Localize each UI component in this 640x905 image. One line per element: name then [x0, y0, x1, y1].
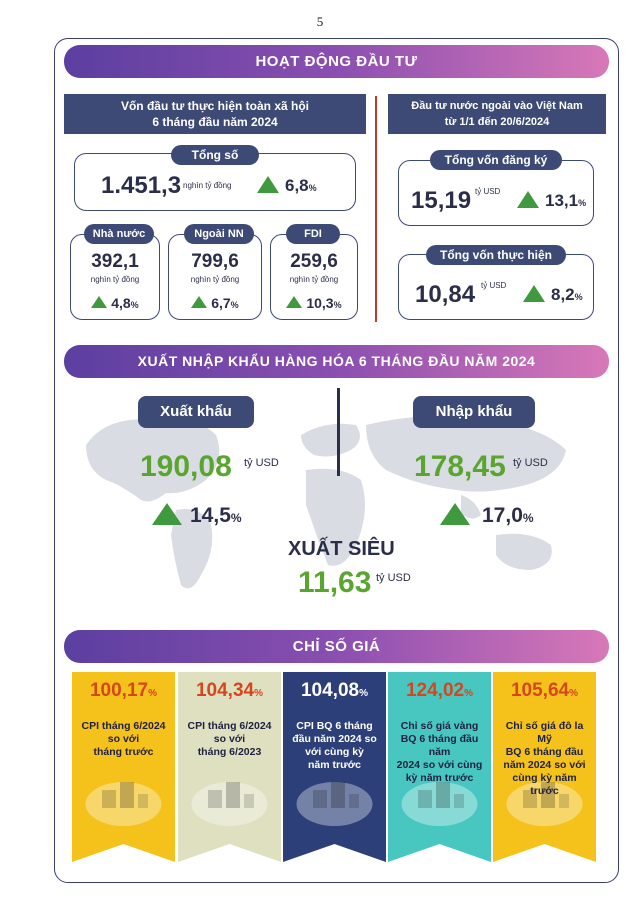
state-label: Nhà nước	[84, 224, 154, 244]
fdi-value: 259,6	[290, 251, 338, 272]
registered-up-icon	[517, 191, 539, 213]
price-card: 124,02% Chỉ số giá vàng BQ 6 tháng đầu nă…	[388, 672, 491, 862]
surplus-label: XUẤT SIÊU	[288, 538, 395, 560]
card-value: 105,64%	[510, 680, 579, 701]
export-value: 190,08	[140, 450, 232, 483]
total-unit: nghìn tỷ đồng	[183, 181, 232, 190]
total-pct: 6,8%	[285, 176, 317, 195]
implemented-unit: tỷ USD	[481, 281, 507, 290]
surplus-unit: tỷ USD	[376, 572, 411, 584]
state-value: 392,1	[91, 251, 139, 272]
section-divider	[375, 96, 377, 322]
surplus-value: 11,63	[298, 566, 372, 599]
card-background	[72, 672, 175, 862]
total-value: 1.451,3	[101, 172, 182, 199]
social-investment-heading: Vốn đầu tư thực hiện toàn xã hội 6 tháng…	[64, 94, 366, 134]
total-label: Tổng số	[171, 145, 259, 165]
import-label: Nhập khẩu	[413, 396, 535, 428]
price-card: 100,17% CPI tháng 6/2024 so với tháng trướ…	[72, 672, 175, 862]
world-map-graphic	[86, 416, 566, 589]
card-background	[283, 672, 386, 862]
card-value: 104,08%	[300, 680, 369, 701]
card-background	[388, 672, 491, 862]
implemented-value: 10,84	[415, 281, 476, 308]
non-state-box: 799,6 nghìn tỷ đồng 6,7%	[168, 234, 262, 320]
import-unit: tỷ USD	[513, 457, 548, 469]
import-value: 178,45	[414, 450, 506, 483]
card-background	[493, 672, 596, 862]
fdi-pct: 10,3%	[271, 295, 357, 311]
card-description: CPI tháng 6/2024 so với tháng 6/2023	[187, 720, 272, 758]
import-up-icon	[440, 503, 470, 530]
card-description: Chỉ số giá vàng BQ 6 tháng đầu năm 2024 so…	[396, 720, 483, 784]
card-description: CPI BQ 6 tháng đầu năm 2024 so với cùng kỳ…	[292, 720, 377, 771]
fdi-up-icon	[286, 296, 303, 308]
trade-banner: XUẤT NHẬP KHẨU HÀNG HÓA 6 THÁNG ĐẦU NĂM …	[64, 345, 609, 378]
implemented-pct: 8,2%	[551, 285, 583, 304]
export-pct: 14,5%	[190, 504, 242, 527]
social-heading-line1: Vốn đầu tư thực hiện toàn xã hội	[120, 99, 310, 113]
fdi-heading-line1: Đầu tư nước ngoài vào Việt Nam	[411, 100, 583, 112]
non-state-pct: 6,7%	[169, 295, 261, 311]
implemented-label: Tổng vốn thực hiện	[426, 245, 566, 265]
fdi-box: 259,6 nghìn tỷ đồng 10,3%	[270, 234, 358, 320]
registered-unit: tỷ USD	[475, 187, 501, 196]
registered-value: 15,19	[411, 187, 472, 214]
state-pct: 4,8%	[71, 295, 159, 311]
import-pct: 17,0%	[482, 504, 534, 527]
state-unit: nghìn tỷ đồng	[90, 275, 140, 284]
card-value: 104,34%	[195, 680, 264, 701]
card-description: CPI tháng 6/2024 so với tháng trước	[81, 720, 166, 758]
fdi-heading: Đầu tư nước ngoài vào Việt Nam từ 1/1 đế…	[388, 94, 606, 134]
social-heading-line2: 6 tháng đầu năm 2024	[152, 115, 278, 129]
card-description: Chỉ số giá đô la Mỹ BQ 6 tháng đầu năm 202…	[503, 720, 586, 797]
trade-divider	[337, 388, 340, 476]
registered-capital-box: 15,19 tỷ USD 13,1%	[398, 160, 594, 226]
non-state-unit: nghìn tỷ đồng	[190, 275, 240, 284]
fdi-label: FDI	[286, 224, 340, 244]
investment-banner: HOẠT ĐỘNG ĐẦU TƯ	[64, 45, 609, 78]
page-number: 5	[316, 14, 324, 29]
price-card: 104,34% CPI tháng 6/2024 so với tháng 6/20…	[178, 672, 281, 862]
content-frame	[54, 38, 619, 883]
non-state-up-icon	[191, 296, 208, 308]
state-box: 392,1 nghìn tỷ đồng 4,8%	[70, 234, 160, 320]
state-up-icon	[91, 296, 108, 308]
card-background	[178, 672, 281, 862]
registered-label: Tổng vốn đăng ký	[430, 150, 562, 170]
card-value: 100,17%	[89, 680, 158, 701]
implemented-up-icon	[523, 285, 545, 307]
non-state-label: Ngoài NN	[184, 224, 254, 244]
fdi-heading-line2: từ 1/1 đến 20/6/2024	[444, 116, 550, 128]
export-unit: tỷ USD	[244, 457, 279, 469]
non-state-value: 799,6	[191, 251, 239, 272]
export-label: Xuất khẩu	[138, 396, 254, 428]
total-up-icon	[257, 176, 279, 198]
fdi-unit: nghìn tỷ đồng	[289, 275, 339, 284]
export-up-icon	[152, 503, 182, 530]
implemented-capital-box: 10,84 tỷ USD 8,2%	[398, 254, 594, 320]
registered-pct: 13,1%	[545, 191, 587, 210]
price-card: 104,08% CPI BQ 6 tháng đầu năm 2024 so với…	[283, 672, 386, 862]
card-value: 124,02%	[405, 680, 474, 701]
price-card: 105,64% Chỉ số giá đô la Mỹ BQ 6 tháng đầ…	[493, 672, 596, 862]
price-banner: CHỈ SỐ GIÁ	[64, 630, 609, 663]
